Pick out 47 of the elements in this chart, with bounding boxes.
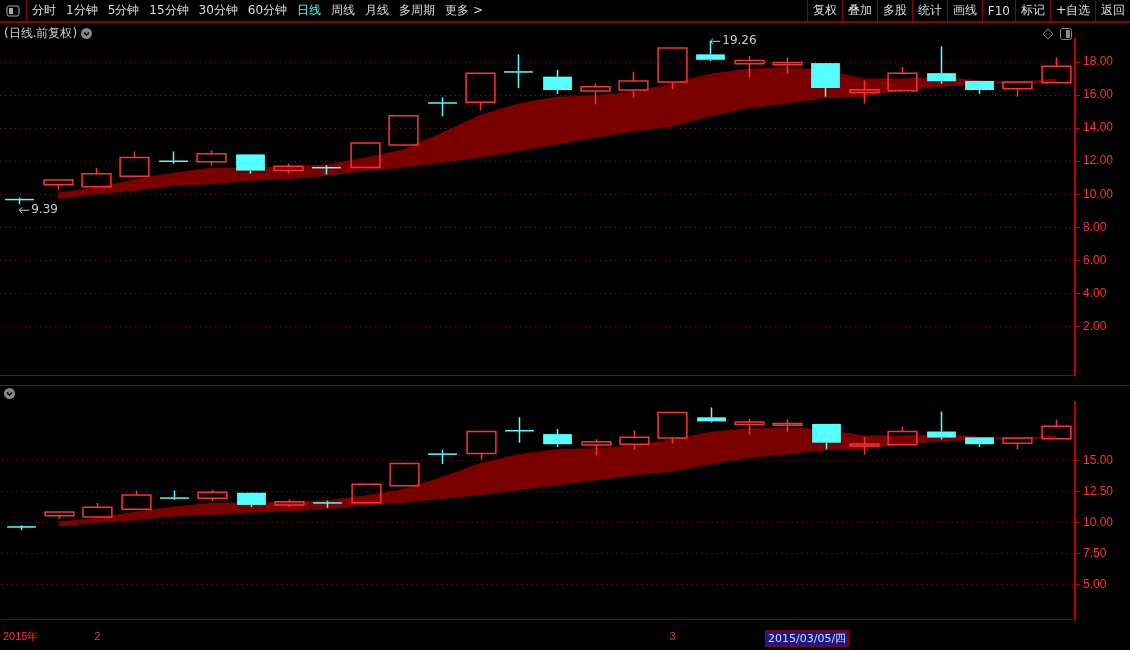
chart-title: (日线.前复权) [4, 25, 78, 42]
y-tick-label: 6.00 [1083, 252, 1107, 267]
text: 更多 > [444, 2, 484, 19]
x-tick-label: 2015年 [2, 630, 39, 643]
text: F10 [981, 0, 1015, 21]
candlestick [505, 416, 534, 444]
y-tick-label: 8.00 [1083, 219, 1107, 234]
candlestick [849, 79, 880, 105]
y-tick-label: 7.50 [1083, 546, 1107, 561]
text: 统计 [911, 0, 947, 21]
candlestick [504, 53, 533, 89]
y-tick-label: 14.00 [1083, 120, 1114, 135]
y-tick-label: 15.00 [1083, 452, 1114, 467]
annotation: 19.26 [722, 33, 757, 48]
text: 画线 [946, 0, 982, 21]
text: 复权 [806, 0, 842, 21]
text: 日线 [296, 2, 323, 19]
y-tick-label: 12.00 [1083, 153, 1114, 168]
y-tick-label: 2.00 [1083, 318, 1107, 333]
y-tick-label: 10.00 [1083, 515, 1114, 530]
x-tick-label: 2 [94, 630, 101, 643]
candlestick [428, 96, 457, 118]
candlestick [927, 45, 956, 85]
text: 多股 [876, 0, 912, 21]
text: 15分钟 [148, 2, 190, 19]
text: 5分钟 [106, 2, 141, 19]
text: 标记 [1014, 0, 1050, 21]
y-tick-label: 10.00 [1083, 186, 1114, 201]
text: 2015/03/05/四 [765, 630, 850, 647]
text: 月线 [364, 2, 391, 19]
text: 多周期 [398, 2, 437, 19]
y-tick-label: 5.00 [1083, 577, 1107, 592]
candlestick [927, 410, 956, 441]
y-tick-label: 4.00 [1083, 285, 1107, 300]
text: 返回 [1095, 0, 1130, 21]
x-tick-label: 3 [669, 630, 676, 643]
y-tick-label: 12.50 [1083, 483, 1114, 498]
text: 周线 [330, 2, 357, 19]
y-tick-label: 18.00 [1083, 54, 1114, 69]
text: 1分钟 [65, 2, 99, 19]
text: 30分钟 [197, 2, 239, 19]
annotation: 9.39 [31, 202, 58, 217]
text: 分时 [31, 2, 57, 19]
text: 60分钟 [246, 2, 289, 19]
text: +自选 [1049, 0, 1095, 21]
y-tick-label: 16.00 [1083, 87, 1114, 102]
text: 叠加 [841, 0, 877, 21]
